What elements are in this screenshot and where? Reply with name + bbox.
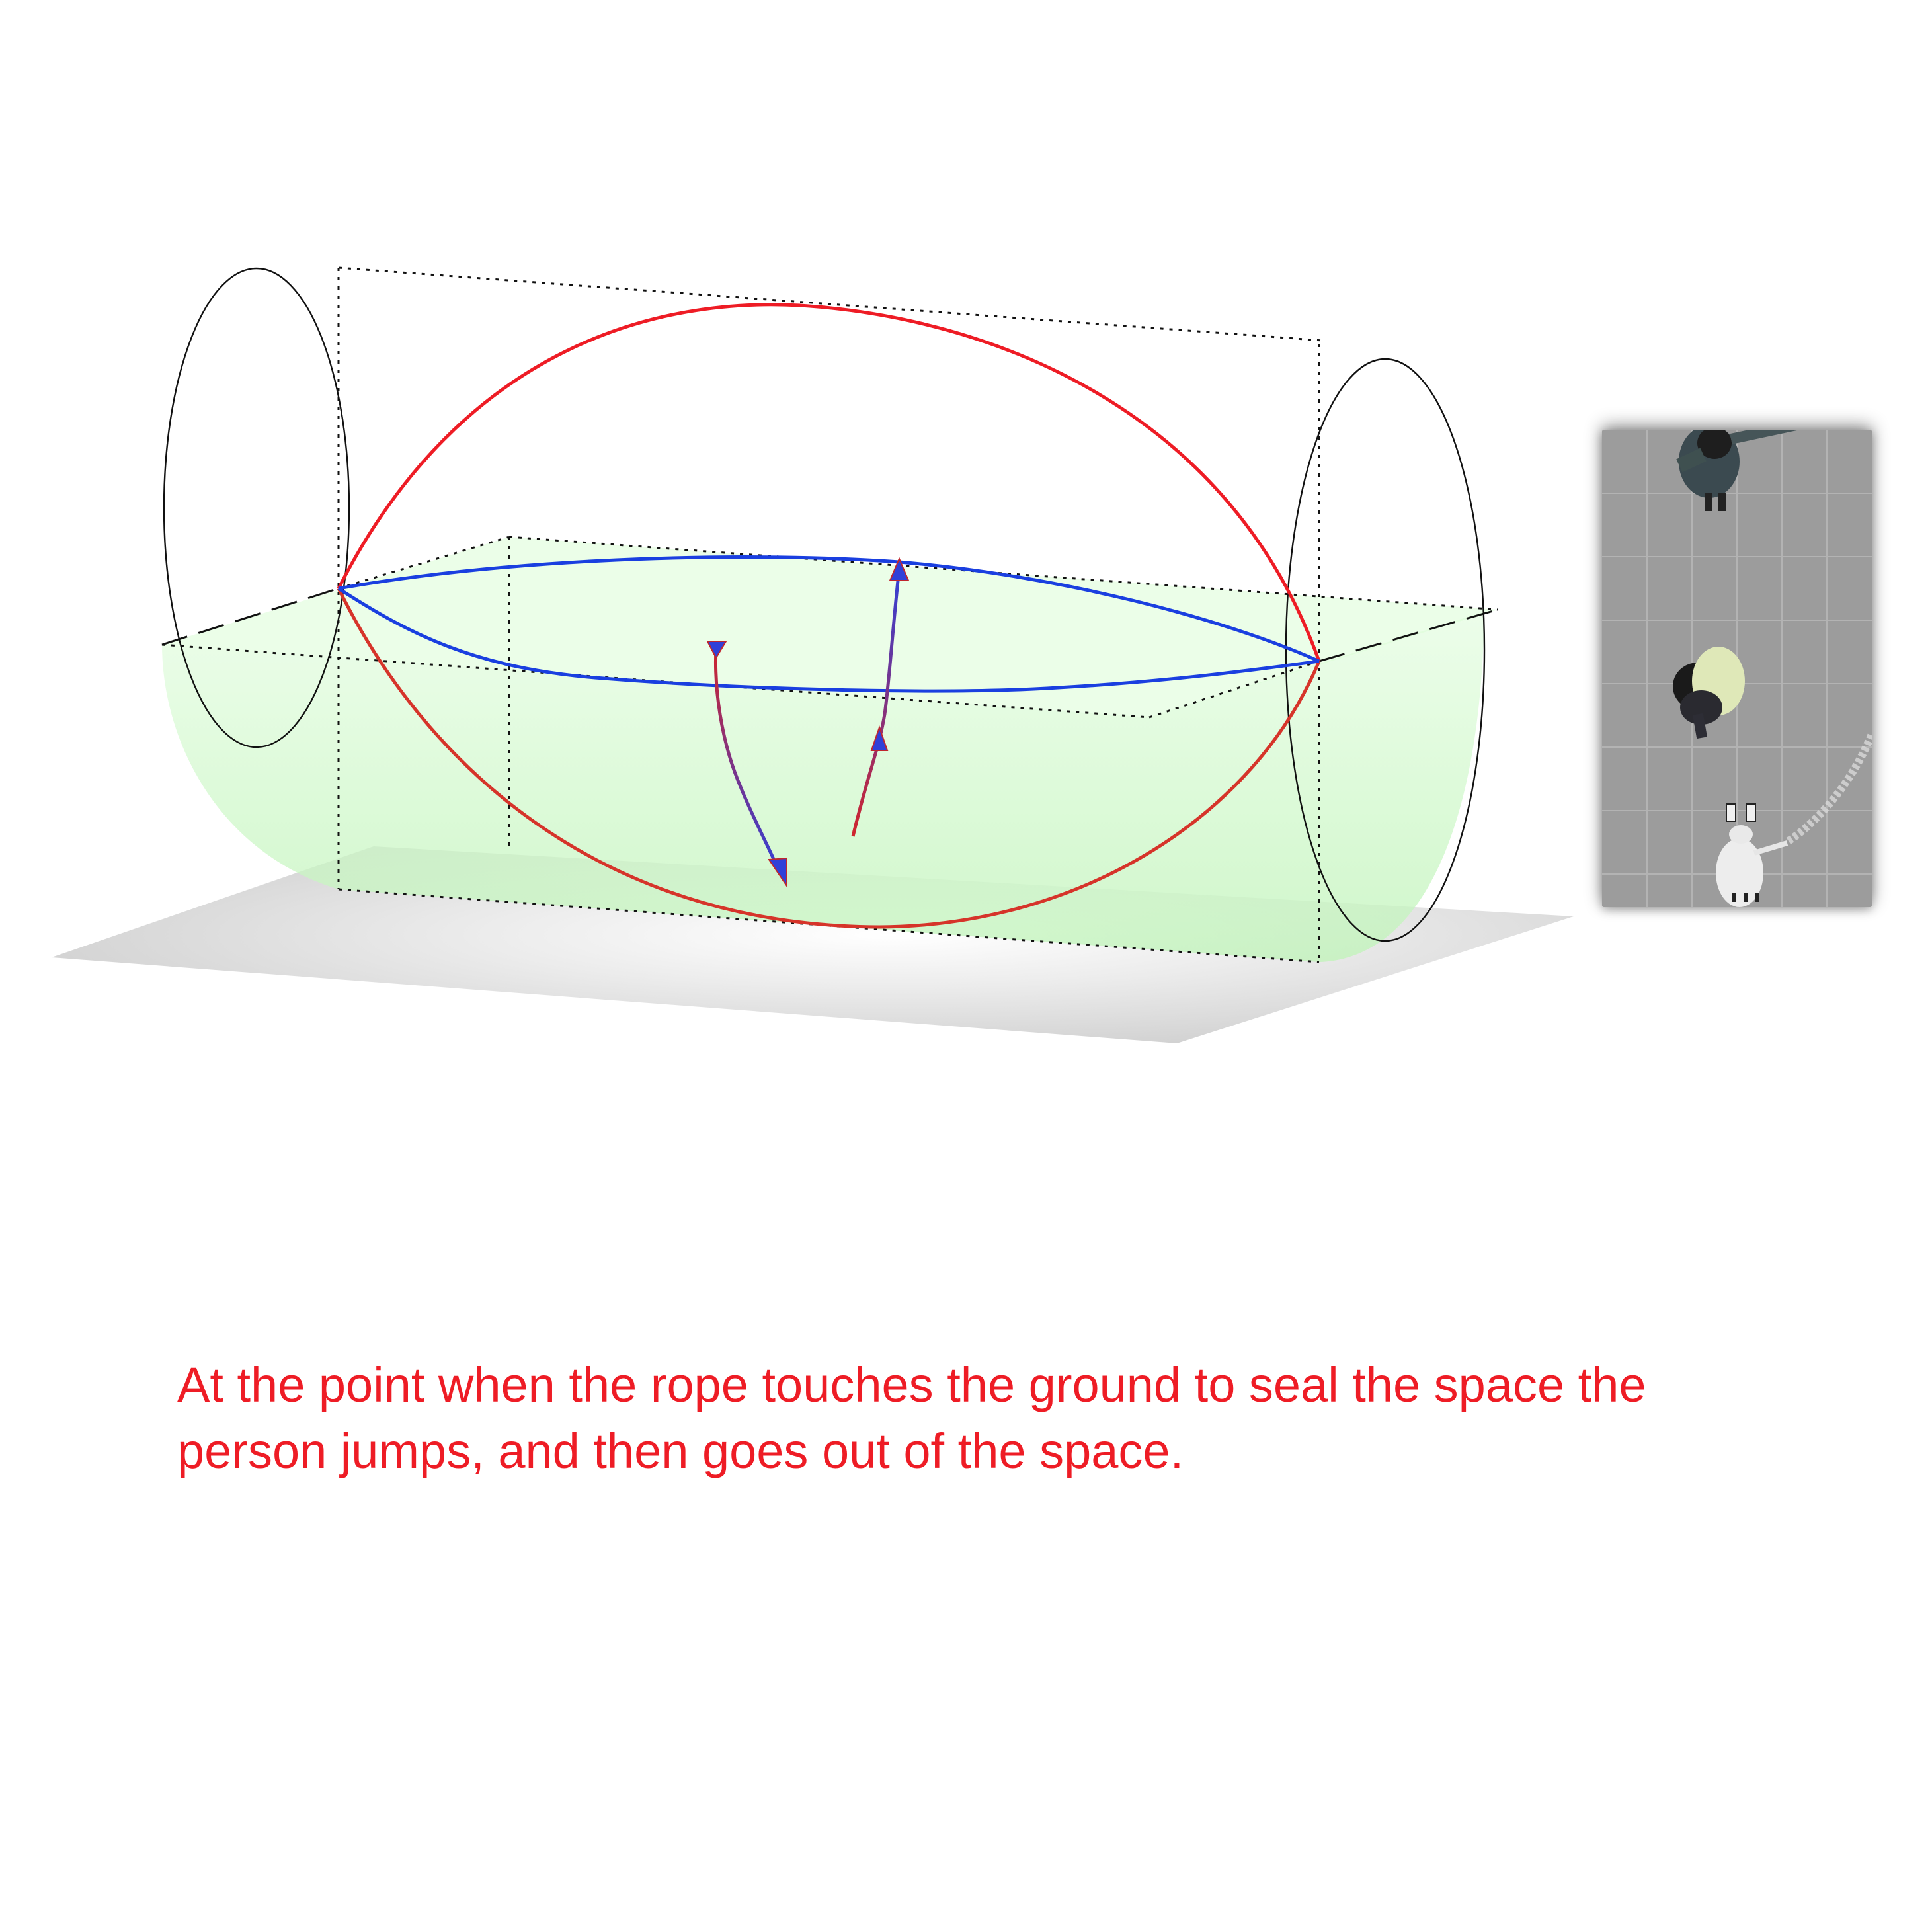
exit-down-arrowhead-top <box>706 641 727 660</box>
axis-dashes <box>161 587 1498 663</box>
exit-down-path <box>714 647 782 875</box>
person-rope-holder-top <box>1676 430 1804 511</box>
person-rope-holder-bottom <box>1716 803 1789 907</box>
rope-space-volume <box>162 612 1484 962</box>
rope-arc-level-back <box>338 555 1320 663</box>
rope-motion-blur <box>1786 732 1872 844</box>
rope-arc-level-front <box>337 586 1320 693</box>
cylinder-right-end <box>1285 358 1486 942</box>
rope-arc-bottom <box>337 587 1321 929</box>
overhead-photo <box>1602 430 1872 907</box>
rope-arc-top <box>337 303 1321 662</box>
jump-up-arrowhead-mid <box>870 725 889 751</box>
rope-space-midplane <box>162 537 1498 717</box>
cylinder-left-end <box>163 267 350 748</box>
exit-down-arrowhead-bottom <box>768 857 787 889</box>
person-jumper <box>1673 647 1745 739</box>
jump-up-path <box>851 568 901 837</box>
caption-text: At the point when the rope touches the g… <box>177 1357 1646 1478</box>
jump-up-arrowhead-top <box>889 557 910 581</box>
